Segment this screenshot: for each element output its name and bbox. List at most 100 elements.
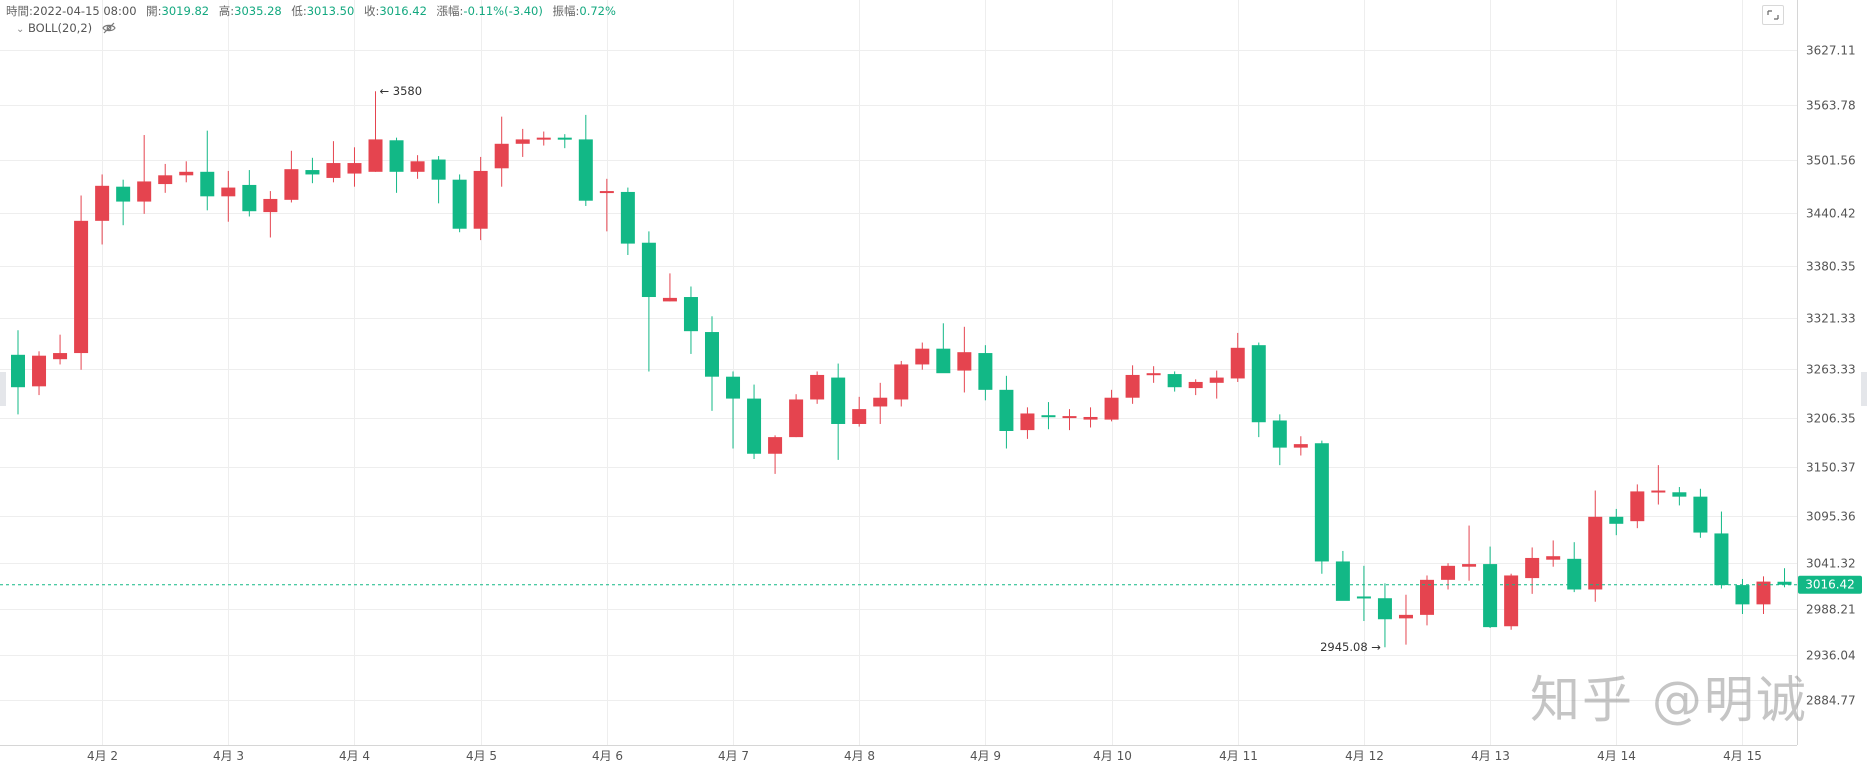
candle-body — [515, 139, 530, 144]
candle-body — [305, 170, 320, 175]
candle-body — [620, 191, 635, 244]
candle-body — [726, 376, 741, 399]
candle-body — [1420, 579, 1435, 615]
boll-indicator[interactable]: ⌄ BOLL(20,2) — [16, 21, 116, 37]
candle-body — [1335, 561, 1350, 601]
y-tick-label: 3627.11 — [1806, 44, 1856, 58]
candle-body — [1441, 565, 1456, 580]
candle-body — [1525, 557, 1540, 579]
candle-body — [1041, 415, 1056, 418]
candle-body — [1020, 413, 1035, 431]
candle-body — [1230, 347, 1245, 379]
y-tick-label: 3263.33 — [1806, 363, 1856, 377]
candle-body — [747, 398, 762, 454]
expand-icon[interactable] — [1762, 5, 1784, 25]
candle-body — [894, 364, 909, 400]
candle-body — [662, 297, 677, 302]
candle-body — [473, 170, 488, 229]
candle-body — [1314, 443, 1329, 562]
candle-body — [557, 137, 572, 140]
candle-body — [221, 187, 236, 197]
x-tick-label: 4月 9 — [970, 749, 1001, 763]
high-value: 3035.28 — [234, 4, 282, 18]
candle-body — [978, 353, 993, 390]
x-tick-label: 4月 11 — [1219, 749, 1258, 763]
x-tick-label: 4月 5 — [466, 749, 497, 763]
candle-body — [368, 139, 383, 172]
y-tick-label: 3440.42 — [1806, 207, 1856, 221]
candle-body — [1546, 556, 1561, 560]
candle-body — [1693, 496, 1708, 533]
x-tick-label: 4月 6 — [592, 749, 623, 763]
candle-body — [915, 348, 930, 365]
candle-body — [95, 185, 110, 221]
x-axis[interactable]: 4月 2 4月 3 4月 4 4月 5 4月 6 4月 7 4月 8 4月 9 4月 10 4月 … — [87, 749, 1762, 763]
candle-body — [431, 159, 446, 180]
open-label: 開: — [146, 4, 162, 18]
candle-body — [32, 355, 47, 387]
candle-body — [1588, 516, 1603, 590]
candle-body — [1462, 564, 1477, 567]
x-tick-label: 4月 7 — [718, 749, 749, 763]
chevron-down-icon[interactable]: ⌄ — [16, 24, 25, 35]
candle-body — [263, 198, 278, 213]
candle-body — [494, 143, 509, 169]
candle-body — [536, 137, 551, 140]
candle-body — [53, 353, 68, 360]
x-tick-label: 4月 13 — [1471, 749, 1510, 763]
y-tick-label: 3321.33 — [1806, 312, 1856, 326]
x-tick-label: 4月 14 — [1597, 749, 1636, 763]
eye-slash-icon[interactable] — [102, 22, 116, 37]
candle-body — [1672, 492, 1687, 497]
y-tick-label: 3501.56 — [1806, 154, 1856, 168]
candle-body — [11, 354, 25, 388]
candle-body — [1377, 598, 1392, 620]
y-tick-label: 2988.21 — [1806, 603, 1856, 617]
current-price-label: 3016.42 — [1805, 578, 1855, 592]
candle-body — [1714, 533, 1729, 586]
candle-body — [1188, 381, 1203, 389]
candle-body — [284, 169, 299, 200]
candle-body — [1756, 581, 1771, 605]
candle-bodies — [11, 137, 1792, 628]
candle-body — [999, 389, 1014, 431]
y-tick-label: 3206.35 — [1806, 412, 1856, 426]
x-tick-label: 4月 2 — [87, 749, 118, 763]
candle-body — [389, 140, 404, 172]
y-tick-label: 2936.04 — [1806, 649, 1856, 663]
low-label: 低: — [291, 4, 307, 18]
candle-body — [831, 377, 846, 424]
candle-body — [1272, 420, 1287, 448]
left-scroll-handle[interactable] — [0, 372, 6, 406]
candle-body — [1293, 444, 1308, 448]
candle-body — [1651, 490, 1666, 493]
x-tick-label: 4月 15 — [1723, 749, 1762, 763]
low-value: 3013.50 — [306, 4, 355, 18]
candle-body — [1083, 416, 1098, 420]
candle-body — [410, 161, 425, 172]
extreme-annotation: ← 3580 — [380, 84, 423, 98]
candle-body — [1398, 614, 1413, 619]
candle-body — [789, 399, 804, 438]
candle-body — [158, 175, 173, 185]
candle-body — [641, 242, 656, 298]
candle-body — [1777, 581, 1792, 585]
amplitude-label: 振幅: — [552, 4, 580, 18]
time-value: 2022-04-15 08:00 — [32, 4, 137, 18]
right-scroll-handle[interactable] — [1861, 372, 1867, 406]
candle-body — [1504, 575, 1519, 627]
amplitude-value: 0.72% — [579, 4, 616, 18]
candle-body — [137, 181, 152, 202]
current-price-tag — [1798, 575, 1862, 594]
candle-body — [452, 179, 467, 229]
y-tick-label: 3041.32 — [1806, 557, 1856, 571]
candle-body — [1251, 345, 1266, 423]
candle-body — [1567, 558, 1582, 590]
open-value: 3019.82 — [161, 4, 210, 18]
change-label: 漲幅: — [436, 4, 464, 18]
candle-body — [1630, 491, 1645, 522]
y-axis[interactable]: 2884.77 2936.04 2988.21 3041.32 3095.36 3150.… — [1806, 44, 1856, 708]
candle-body — [1356, 596, 1371, 599]
x-tick-label: 4月 8 — [844, 749, 875, 763]
